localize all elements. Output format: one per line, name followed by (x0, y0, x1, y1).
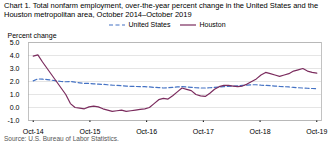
svg-text:-1.0: -1.0 (7, 117, 19, 124)
svg-text:1.0: 1.0 (10, 91, 20, 98)
svg-text:0.0: 0.0 (10, 104, 20, 111)
svg-text:Percent change: Percent change (8, 33, 57, 41)
svg-text:Oct-15: Oct-15 (79, 129, 100, 135)
html-text:Chart 1. Total nonfarm employm: Chart 1. Total nonfarm employment, over-… (4, 1, 319, 19)
svg-text:4.0: 4.0 (10, 52, 20, 59)
svg-text:Oct-14: Oct-14 (23, 129, 44, 135)
svg-text:3.0: 3.0 (10, 65, 20, 72)
html-text:Houston: Houston (199, 21, 226, 29)
svg-text:Oct-19: Oct-19 (306, 129, 327, 135)
svg-text:2.0: 2.0 (10, 78, 20, 85)
html-text:United States: United States (128, 21, 171, 29)
svg-text:Oct-18: Oct-18 (250, 129, 271, 135)
html-text:Source: U.S. Bureau of Labor S: Source: U.S. Bureau of Labor Statistics. (4, 135, 119, 143)
svg-text:Oct-17: Oct-17 (193, 129, 214, 135)
svg-text:Oct-16: Oct-16 (136, 129, 157, 135)
svg-text:5.0: 5.0 (10, 39, 20, 46)
